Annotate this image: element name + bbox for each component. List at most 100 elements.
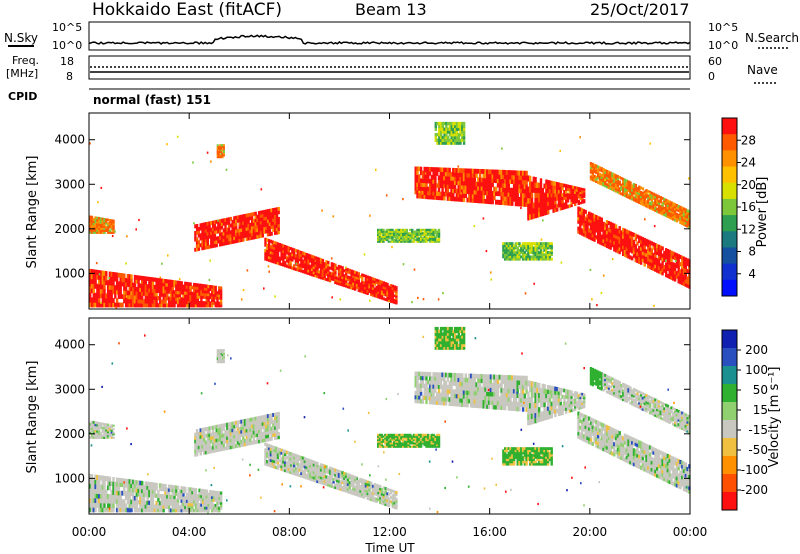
echo-cell: [269, 444, 273, 449]
echo-cell: [90, 226, 94, 230]
echo-cell: [595, 228, 598, 233]
echo-cell: [352, 279, 355, 283]
echo-cell: [275, 214, 279, 218]
echo-cell: [681, 277, 684, 282]
echo-cell: [545, 251, 548, 254]
echo-cell: [141, 299, 144, 304]
echo-cell: [189, 288, 192, 293]
echo-cell: [425, 178, 428, 184]
echo-cell: [656, 247, 659, 252]
echo-cell: [512, 192, 516, 198]
echo-cell: [375, 295, 378, 298]
echo-cell: [208, 244, 211, 249]
echo-cell: [167, 296, 171, 301]
echo-cell: [289, 260, 292, 264]
echo-cell: [436, 171, 439, 176]
echo-cell: [627, 180, 630, 184]
echo-cell: [419, 235, 423, 238]
echo-cell: [267, 449, 271, 453]
echo-cell: [144, 276, 147, 281]
echo-cell: [686, 211, 689, 215]
echo-cell: [511, 187, 514, 193]
echo-cell: [461, 135, 464, 140]
echo-cell: [557, 203, 561, 208]
echo-cell: [514, 201, 518, 207]
echo-cell: [224, 423, 227, 427]
echo-cell: [561, 186, 564, 191]
echo-cell: [276, 250, 280, 254]
echo-cell: [509, 248, 512, 252]
echo-cell: [504, 170, 507, 175]
echo-cell: [352, 270, 355, 274]
echo-cell: [380, 292, 384, 296]
echo-cell: [589, 162, 593, 165]
echo-cell: [450, 135, 453, 140]
echo-cell: [284, 255, 287, 260]
echo-cell: [272, 224, 275, 229]
echo-cell: [652, 266, 655, 271]
echo-cell: [681, 266, 684, 269]
echo-cell: [527, 248, 530, 252]
echo-cell: [656, 250, 659, 255]
echo-cell: [614, 180, 618, 184]
echo-cell: [455, 121, 459, 126]
echo-cell: [382, 228, 385, 232]
echo-cell: [357, 284, 360, 288]
echo-cell: [563, 183, 566, 188]
echo-cell: [627, 193, 630, 197]
echo-cell: [489, 182, 493, 188]
echo-cell: [223, 150, 225, 154]
echo-cell: [196, 500, 199, 504]
echo-cell: [182, 489, 185, 494]
echo-cell: [593, 163, 596, 167]
echo-cell: [482, 177, 485, 183]
echo-cell: [256, 416, 259, 421]
echo-cell: [271, 464, 274, 469]
echo-cell: [171, 290, 174, 294]
echo-cell: [89, 422, 92, 426]
echo-cell: [421, 238, 425, 242]
echo-cell: [211, 501, 214, 505]
echo-cell: [106, 293, 110, 299]
echo-cell: [178, 290, 182, 295]
echo-cell: [670, 254, 673, 259]
echo-cell: [206, 235, 209, 239]
echo-cell: [236, 228, 240, 233]
echo-cell: [271, 456, 274, 460]
echo-cell: [249, 427, 252, 432]
echo-cell: [654, 200, 657, 203]
echo-cell: [411, 240, 414, 243]
echo-cell: [682, 212, 686, 215]
echo-cell: [639, 193, 643, 196]
echo-cell: [514, 246, 518, 250]
echo-cell: [200, 303, 203, 308]
echo-cell: [105, 275, 108, 281]
echo-cell: [90, 222, 94, 226]
echo-cell: [178, 303, 182, 308]
echo-cell: [222, 433, 225, 438]
echo-cell: [121, 281, 124, 287]
echo-cell: [413, 268, 416, 271]
echo-cell: [520, 251, 523, 254]
echo-cell: [477, 190, 480, 195]
echo-cell: [274, 295, 276, 298]
echo-cell: [672, 206, 675, 210]
echo-cell: [454, 133, 457, 137]
echo-cell: [416, 190, 419, 195]
echo-cell: [205, 509, 208, 513]
echo-cell: [106, 434, 110, 437]
echo-cell: [264, 243, 267, 247]
echo-cell: [268, 212, 272, 216]
echo-cell: [446, 121, 450, 126]
echo-cell: [222, 426, 225, 431]
echo-cell: [271, 259, 274, 264]
echo-cell: [267, 252, 271, 257]
echo-cell: [673, 216, 677, 220]
echo-cell: [211, 285, 214, 289]
echo-cell: [238, 426, 241, 431]
echo-cell: [482, 169, 485, 174]
echo-cell: [164, 303, 167, 308]
echo-cell: [202, 506, 205, 510]
echo-cell: [259, 230, 263, 235]
echo-cell: [403, 237, 407, 240]
